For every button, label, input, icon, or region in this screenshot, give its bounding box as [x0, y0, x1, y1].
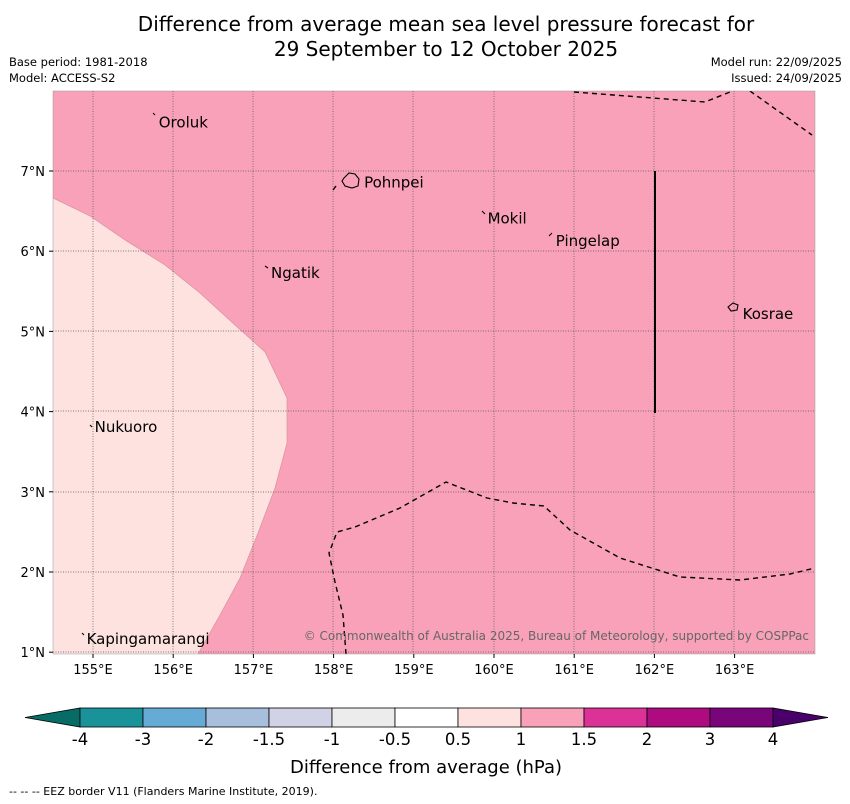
lat-tick-label: 6°N [21, 245, 46, 260]
colorbar [24, 707, 829, 728]
colorbar-tick-label: 1.5 [571, 730, 597, 749]
lat-tick-label: 4°N [21, 406, 46, 421]
issued-date: Issued: 24/09/2025 [731, 71, 842, 85]
colorbar-tick-label: -0.5 [379, 730, 411, 749]
lon-tick-label: 161°E [554, 663, 594, 678]
coastlines [81, 112, 739, 636]
latitude-axis: 7°N 6°N 5°N 4°N 3°N 2°N 1°N [21, 165, 53, 661]
metadata-right: Model run: 22/09/2025 Issued: 24/09/2025 [711, 54, 842, 86]
colorbar-tick-label: -2 [198, 730, 214, 749]
eez-border-fragment [332, 185, 337, 191]
metadata-left: Base period: 1981-2018 Model: ACCESS-S2 [9, 54, 148, 86]
colorbar-ticks: -4 -3 -2 -1.5 -1 -0.5 0.5 1 1.5 2 3 4 [72, 730, 778, 749]
place-label-kosrae: Kosrae [743, 305, 794, 323]
colorbar-segment [457, 707, 522, 728]
lon-tick-label: 155°E [73, 663, 113, 678]
colorbar-segment [142, 707, 207, 728]
colorbar-tick-label: -4 [72, 730, 88, 749]
place-labels: Oroluk Pohnpei Mokil Pingelap Ngatik Kosrae Nu… [87, 113, 794, 647]
colorbar-segment [394, 707, 459, 728]
contour-line [53, 197, 288, 654]
colorbar-segment [709, 707, 774, 728]
kosrae-coastline [727, 302, 739, 312]
pohnpei-coastline [341, 172, 360, 189]
title-line-1: Difference from average mean sea level p… [137, 12, 755, 36]
graticule [53, 91, 815, 654]
colorbar-segment [583, 707, 648, 728]
lon-tick-label: 160°E [474, 663, 514, 678]
colorbar-tick-label: 0.5 [445, 730, 471, 749]
colorbar-tick-label: -3 [135, 730, 151, 749]
colorbar-segment [268, 707, 333, 728]
lat-tick-label: 2°N [21, 566, 46, 581]
colorbar-tick-label: 4 [768, 730, 779, 749]
title-line-2: 29 September to 12 October 2025 [273, 37, 619, 61]
place-label-kapingamarangi: Kapingamarangi [87, 630, 210, 648]
map-title: Difference from average mean sea level p… [0, 12, 850, 62]
lon-tick-label: 156°E [153, 663, 193, 678]
colorbar-tick-label: 2 [642, 730, 653, 749]
lat-tick-label: 5°N [21, 325, 46, 340]
place-label-oroluk: Oroluk [159, 113, 208, 131]
eez-border-north [573, 91, 735, 103]
longitude-axis: 155°E 156°E 157°E 158°E 159°E 160°E 161°E 162°E… [73, 654, 754, 678]
footer-note: -- -- -- EEZ border V11 (Flanders Marine… [9, 785, 318, 798]
place-label-nukuoro: Nukuoro [95, 418, 158, 436]
place-label-mokil: Mokil [488, 210, 527, 228]
map-area [53, 91, 815, 654]
lat-tick-label: 1°N [21, 646, 46, 661]
map-frame [52, 90, 816, 655]
place-label-pingelap: Pingelap [556, 232, 620, 250]
colorbar-tick-label: 1 [516, 730, 527, 749]
colorbar-tick-label: 3 [705, 730, 716, 749]
lon-tick-label: 163°E [715, 663, 755, 678]
atoll-markers [81, 112, 553, 636]
place-label-ngatik: Ngatik [271, 264, 320, 282]
colorbar-segment [79, 707, 144, 728]
colorbar-extension-high [772, 707, 829, 728]
anomaly-field-0.5-to-1 [53, 198, 287, 654]
eez-border-northeast [749, 91, 813, 136]
colorbar-segment [646, 707, 711, 728]
lat-tick-label: 3°N [21, 486, 46, 501]
copyright-notice: © Commonwealth of Australia 2025, Bureau… [304, 629, 809, 643]
lon-tick-label: 157°E [234, 663, 274, 678]
model-run: Model run: 22/09/2025 [710, 55, 842, 69]
colorbar-segment [331, 707, 396, 728]
eez-borders [328, 91, 815, 654]
colorbar-tick-label: -1 [324, 730, 340, 749]
colorbar-label: Difference from average (hPa) [290, 757, 562, 778]
base-period: Base period: 1981-2018 [9, 55, 148, 69]
eez-border-south [328, 481, 815, 654]
lat-tick-label: 7°N [21, 165, 46, 180]
colorbar-segment [205, 707, 270, 728]
lon-tick-label: 158°E [314, 663, 354, 678]
colorbar-segment [520, 707, 585, 728]
lon-tick-label: 162°E [635, 663, 675, 678]
model-name: Model: ACCESS-S2 [9, 71, 116, 85]
place-label-pohnpei: Pohnpei [364, 173, 424, 191]
lon-tick-label: 159°E [394, 663, 434, 678]
colorbar-tick-label: -1.5 [253, 730, 285, 749]
colorbar-extension-low [24, 707, 81, 728]
